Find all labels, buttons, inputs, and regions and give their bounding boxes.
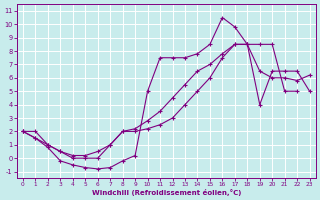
- X-axis label: Windchill (Refroidissement éolien,°C): Windchill (Refroidissement éolien,°C): [92, 189, 241, 196]
